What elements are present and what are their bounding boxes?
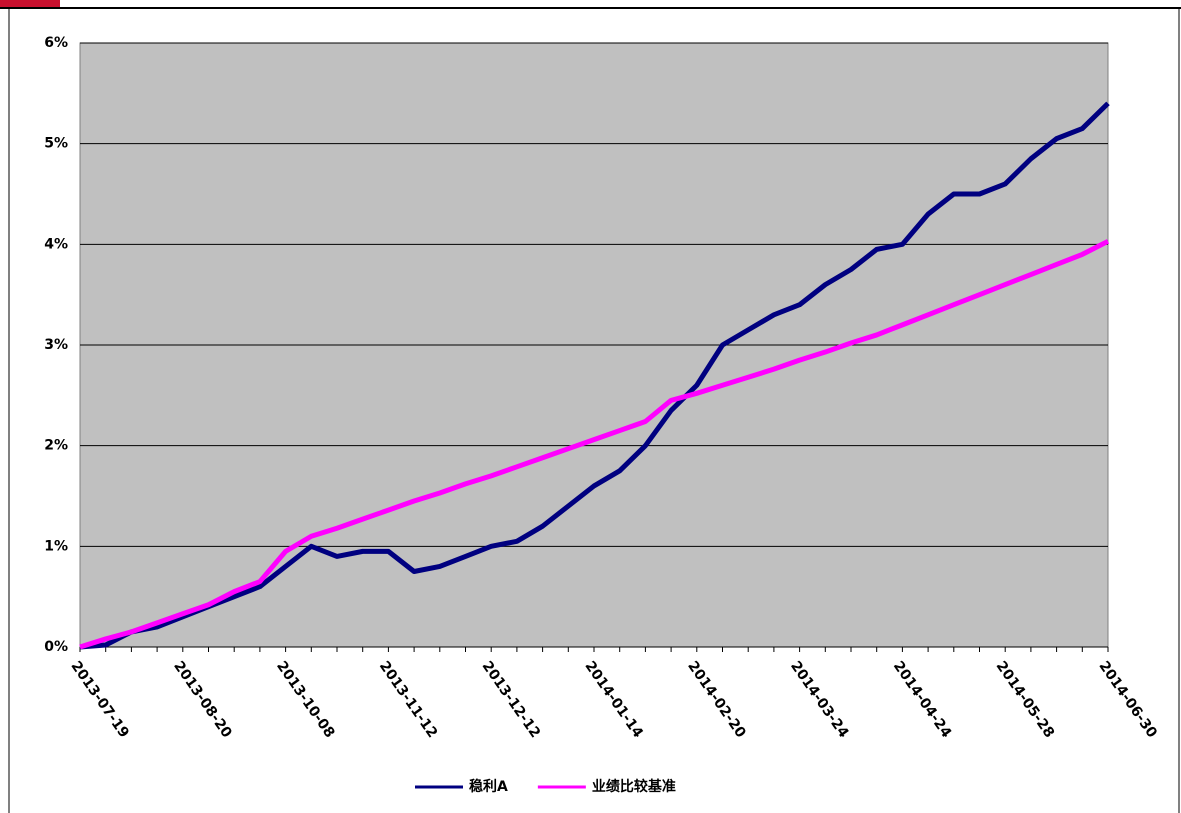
y-tick-label: 0% <box>44 639 68 655</box>
x-tick-label: 2013-12-12 <box>479 658 543 741</box>
x-tick-label: 2014-02-20 <box>684 658 749 741</box>
series-line <box>79 101 1110 650</box>
x-tick-label: 2013-07-19 <box>67 658 131 741</box>
y-tick-label: 3% <box>44 337 68 353</box>
x-tick-label: 2014-04-24 <box>890 658 955 741</box>
legend-label: 业绩比较基准 <box>592 778 676 795</box>
x-tick-label: 2013-11-12 <box>376 658 440 741</box>
y-tick-label: 4% <box>44 236 68 252</box>
series-line <box>79 239 1110 650</box>
x-tick-label: 2014-06-30 <box>1095 658 1160 741</box>
y-tick-label: 2% <box>44 438 68 454</box>
x-tick-label: 2014-03-24 <box>787 658 852 741</box>
x-tick-label: 2014-01-14 <box>581 658 646 741</box>
x-tick-label: 2013-08-20 <box>170 658 235 741</box>
y-tick-label: 1% <box>44 538 68 554</box>
y-tick-label: 6% <box>44 35 68 51</box>
y-tick-label: 5% <box>44 136 68 152</box>
logo-strip <box>0 0 60 8</box>
x-tick-label: 2013-10-08 <box>273 658 337 741</box>
x-tick-label: 2014-05-28 <box>993 658 1057 741</box>
legend-label: 稳利A <box>469 778 508 795</box>
